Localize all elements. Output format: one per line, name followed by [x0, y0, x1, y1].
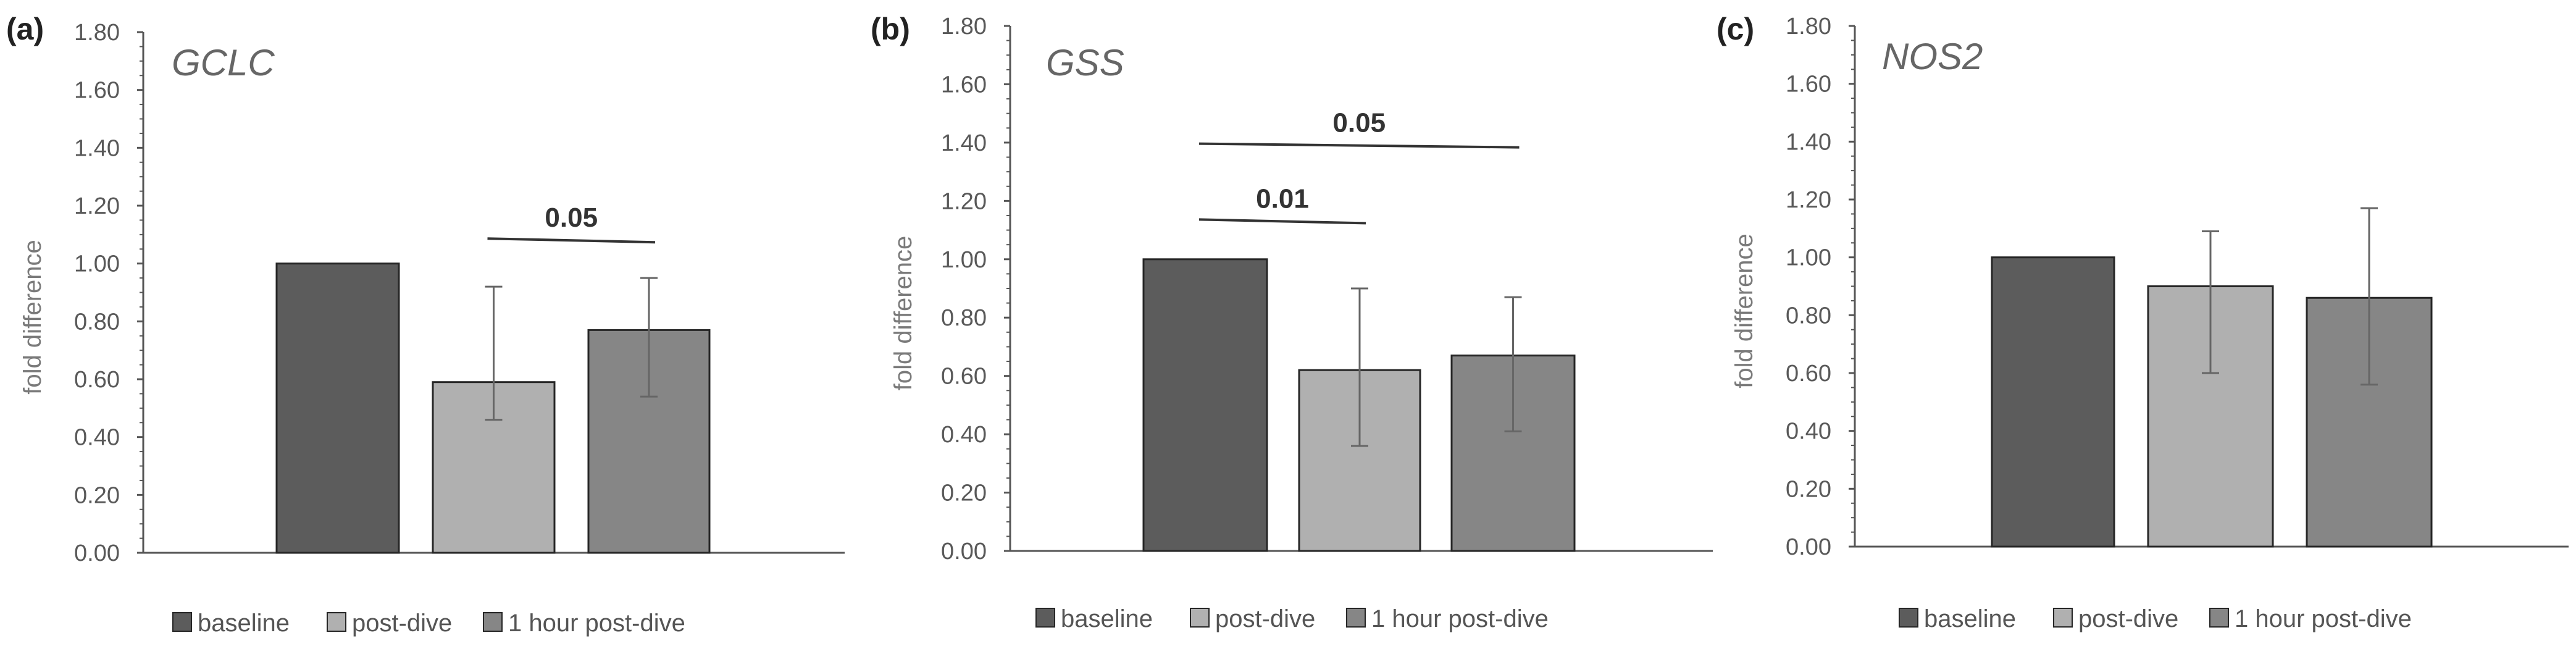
y-tick-label: 1.40	[941, 130, 987, 156]
y-tick-label: 1.80	[74, 20, 120, 46]
chart-panel-2: (b) GSS fold difference 0.00 0.20 0.40 0.60 0.8…	[871, 12, 1713, 632]
legend-label: 1 hour post-dive	[2235, 605, 2412, 632]
y-tick-label: 0.60	[941, 364, 987, 390]
y-tick-label: 0.40	[941, 422, 987, 448]
y-tick-label: 1.20	[941, 188, 987, 214]
y-tick-label: 0.40	[1786, 419, 1831, 445]
chart-title: GCLC	[172, 42, 275, 83]
y-tick-label: 0.80	[941, 305, 987, 331]
y-tick-label: 1.20	[74, 193, 120, 219]
legend-label: baseline	[1924, 605, 2016, 632]
chart-panel-3: (c) NOS2 fold difference 0.00 0.20 0.40 0.60 0.…	[1717, 12, 2569, 632]
y-tick-label: 1.20	[1786, 187, 1831, 213]
bar-baseline	[275, 262, 400, 554]
y-axis-title: fold difference	[19, 240, 46, 395]
legend-swatch-baseline	[1035, 608, 1055, 628]
y-tick-label: 0.00	[1786, 534, 1831, 560]
legend: baseline post-dive 1 hour post-dive	[1899, 605, 2412, 632]
legend-swatch-post-dive	[327, 612, 346, 632]
significance-line	[487, 237, 656, 244]
y-tick-label: 1.00	[74, 251, 120, 277]
legend-label: baseline	[1061, 605, 1153, 632]
y-tick-label: 0.40	[74, 425, 120, 451]
legend-swatch-post-dive	[2053, 608, 2073, 628]
y-tick-label: 0.60	[1786, 361, 1831, 387]
y-tick-label: 0.80	[74, 309, 120, 335]
chart-title: NOS2	[1882, 36, 1983, 77]
y-tick-label: 1.00	[941, 247, 987, 273]
y-axis-title: fold difference	[1731, 233, 1758, 388]
legend-label: baseline	[198, 610, 290, 637]
chart-title: GSS	[1046, 42, 1124, 83]
y-tick-label: 0.20	[1786, 476, 1831, 502]
significance-label: 0.01	[1256, 183, 1309, 214]
chart-panel-1: (a) GCLC fold difference 0.00 0.20 0.40 0.60 0.…	[6, 12, 845, 637]
significance-label: 0.05	[1332, 108, 1386, 138]
y-tick-label: 1.60	[941, 72, 987, 98]
legend-label: 1 hour post-dive	[508, 610, 685, 637]
legend-swatch-1-hour-post-dive	[483, 612, 503, 632]
legend-label: 1 hour post-dive	[1371, 605, 1549, 632]
legend-swatch-1-hour-post-dive	[2209, 608, 2229, 628]
y-tick-label: 1.40	[74, 135, 120, 161]
y-tick-label: 1.80	[941, 14, 987, 40]
legend-swatch-1-hour-post-dive	[1346, 608, 1366, 628]
y-tick-label: 0.00	[74, 540, 120, 566]
legend: baseline post-dive 1 hour post-dive	[172, 610, 685, 637]
y-tick-label: 0.20	[74, 482, 120, 508]
y-tick-label: 1.40	[1786, 129, 1831, 155]
y-tick-label: 1.00	[1786, 245, 1831, 271]
legend-swatch-post-dive	[1190, 608, 1210, 628]
panel-label: (a)	[6, 12, 44, 46]
significance-line	[1198, 142, 1520, 149]
y-tick-label: 1.60	[74, 78, 120, 104]
legend-label: post-dive	[1215, 605, 1315, 632]
significance-line	[1198, 218, 1366, 225]
y-axis-title: fold difference	[890, 236, 917, 391]
y-tick-label: 0.00	[941, 539, 987, 565]
y-tick-label: 0.60	[74, 367, 120, 393]
panel-label: (c)	[1717, 12, 1754, 46]
legend-swatch-baseline	[1899, 608, 1918, 628]
bar-baseline	[1991, 256, 2115, 548]
y-tick-label: 0.80	[1786, 303, 1831, 329]
panel-label: (b)	[871, 12, 910, 46]
legend-label: post-dive	[352, 610, 452, 637]
y-tick-label: 1.60	[1786, 72, 1831, 98]
legend: baseline post-dive 1 hour post-dive	[1035, 605, 1549, 632]
legend-swatch-baseline	[172, 612, 192, 632]
bar-baseline	[1142, 258, 1268, 552]
significance-label: 0.05	[545, 203, 598, 233]
legend-label: post-dive	[2078, 605, 2178, 632]
y-tick-label: 1.80	[1786, 14, 1831, 40]
y-tick-label: 0.20	[941, 481, 987, 506]
